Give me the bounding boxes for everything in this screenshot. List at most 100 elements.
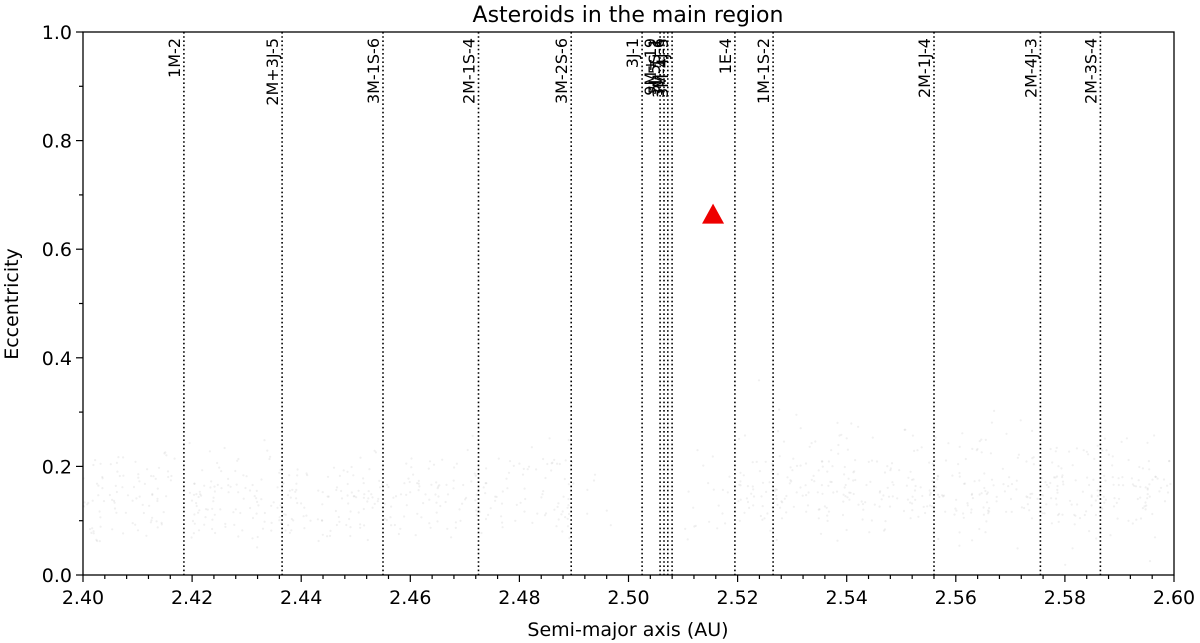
red-triangle-marker	[702, 203, 725, 224]
asteroid-point	[132, 485, 136, 489]
asteroid-point	[1086, 476, 1089, 479]
asteroid-point	[931, 462, 934, 465]
asteroid-point	[475, 493, 478, 496]
asteroid-point	[752, 495, 756, 498]
asteroid-point	[593, 473, 597, 476]
asteroid-point	[563, 477, 566, 481]
asteroid-point	[550, 469, 553, 472]
asteroid-point	[696, 449, 699, 452]
asteroid-point	[300, 502, 303, 505]
asteroid-point	[799, 486, 802, 489]
asteroid-point	[494, 499, 497, 502]
asteroid-point	[875, 460, 879, 463]
asteroid-point	[1003, 490, 1007, 493]
asteroid-point	[1015, 488, 1018, 491]
asteroid-point	[792, 457, 795, 460]
asteroid-point	[1061, 480, 1065, 483]
asteroid-point	[407, 477, 410, 480]
asteroid-point	[131, 499, 134, 502]
asteroid-point	[444, 500, 447, 504]
asteroid-point	[913, 449, 916, 452]
asteroid-point	[342, 469, 345, 472]
asteroid-point	[97, 494, 100, 497]
asteroid-point	[882, 529, 886, 532]
x-axis-label: Semi-major axis (AU)	[527, 619, 728, 641]
asteroid-point	[978, 479, 981, 482]
asteroid-point	[101, 487, 104, 490]
asteroid-point	[564, 516, 567, 519]
asteroid-point	[910, 478, 914, 481]
asteroid-point	[776, 430, 780, 433]
asteroid-point	[867, 460, 870, 463]
asteroid-point	[276, 506, 279, 509]
asteroid-point	[137, 476, 140, 479]
asteroid-point	[321, 519, 324, 522]
asteroid-point	[892, 483, 895, 486]
asteroid-point	[251, 516, 255, 520]
asteroid-point	[256, 500, 259, 503]
asteroid-point	[971, 492, 974, 495]
asteroid-point	[99, 525, 102, 528]
asteroid-point	[1146, 493, 1149, 496]
asteroid-point	[724, 522, 727, 525]
asteroid-point	[962, 516, 965, 519]
asteroid-point	[195, 502, 198, 505]
y-axis-ticks: 0.0 0.2 0.4 0.6 0.8 1.0	[42, 22, 83, 587]
point-cloud-segment-0	[82, 451, 176, 543]
asteroid-point	[209, 486, 212, 489]
asteroid-point	[737, 500, 740, 503]
asteroid-point	[854, 459, 857, 462]
asteroid-point	[1168, 459, 1171, 463]
asteroid-point	[1166, 491, 1170, 494]
asteroid-point	[1146, 497, 1149, 500]
asteroid-point	[693, 525, 696, 528]
asteroid-point	[362, 482, 365, 485]
asteroid-point	[1163, 500, 1167, 503]
asteroid-point	[1096, 444, 1099, 447]
asteroid-point	[745, 497, 749, 500]
point-cloud-segment-2	[586, 473, 612, 527]
asteroid-point	[430, 483, 433, 486]
asteroid-point	[850, 422, 853, 425]
asteroid-point	[861, 518, 864, 521]
asteroid-point	[438, 484, 441, 487]
resonance-9M+19: 9M+19	[641, 32, 661, 575]
asteroid-point	[1041, 494, 1044, 497]
asteroid-point	[98, 540, 101, 543]
asteroid-point	[211, 518, 214, 521]
asteroid-point	[746, 485, 750, 488]
asteroid-point	[826, 470, 829, 473]
asteroid-point	[350, 465, 353, 469]
asteroid-point	[452, 479, 455, 482]
asteroid-point	[296, 468, 299, 471]
point-cloud-segment-4	[737, 379, 1172, 566]
asteroid-point	[1153, 536, 1157, 539]
asteroid-point	[987, 512, 990, 515]
asteroid-point	[268, 457, 271, 461]
asteroid-point	[362, 507, 365, 511]
asteroid-point	[204, 516, 207, 519]
asteroid-point	[567, 504, 570, 507]
asteroid-point	[1145, 504, 1148, 507]
asteroid-point	[830, 449, 833, 452]
asteroid-point	[917, 515, 920, 518]
asteroid-point	[83, 501, 86, 504]
asteroid-point	[399, 527, 402, 530]
asteroid-point	[1085, 510, 1088, 513]
asteroid-point	[290, 517, 293, 521]
asteroid-point	[1112, 483, 1115, 486]
asteroid-point	[497, 457, 500, 460]
asteroid-point	[806, 504, 810, 507]
asteroid-point	[553, 458, 556, 461]
asteroid-point	[978, 493, 981, 496]
asteroid-point	[367, 497, 370, 500]
asteroid-point	[474, 499, 477, 502]
asteroid-point	[1053, 476, 1056, 479]
asteroid-point	[151, 492, 154, 496]
asteroid-point	[1101, 507, 1104, 510]
asteroid-point	[346, 494, 349, 497]
asteroid-point	[804, 484, 807, 487]
asteroid-point	[958, 471, 961, 475]
asteroid-point	[506, 487, 509, 490]
asteroid-point	[827, 484, 830, 487]
